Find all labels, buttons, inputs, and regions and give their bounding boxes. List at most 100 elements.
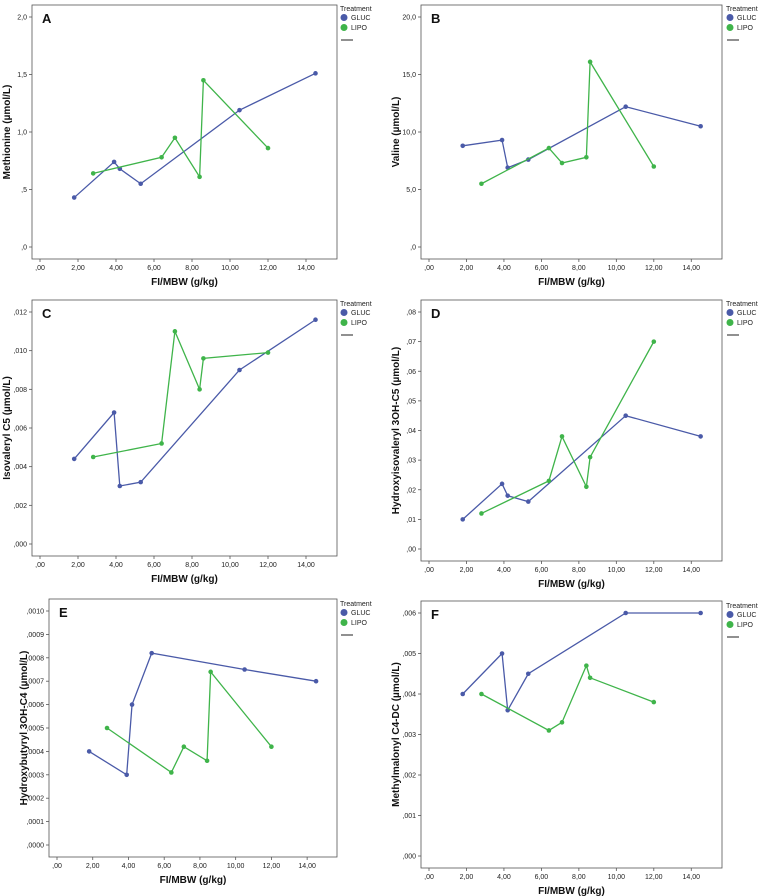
panel-label: F [431,607,439,622]
x-tick-label: 10,00 [221,265,239,272]
x-tick-label: 12,00 [645,265,663,272]
data-point-lipo [169,770,174,775]
x-tick-label: 2,00 [71,562,85,569]
x-tick-label: 4,00 [122,863,136,870]
panel-label: B [431,11,440,26]
x-tick-label: 6,00 [535,265,549,272]
x-tick-label: 14,00 [683,567,701,574]
series-line-lipo [93,78,269,179]
data-point-lipo [208,669,213,675]
y-tick-label: 1,5 [17,72,27,79]
legend-entry-lipo: LIPO [737,622,754,629]
x-axis-label: FI/MBW (g/kg) [160,875,227,886]
data-point-lipo [269,744,274,750]
data-point-gluc [129,702,135,707]
y-tick-label: ,010 [13,348,27,355]
data-point-lipo [201,356,206,361]
y-axis-label: Methylmalonyl C4-DC (µmol/L) [391,662,402,807]
y-tick-label: 20,0 [402,15,416,22]
data-point-gluc [698,123,703,129]
y-axis-label: Methionine (µmol/L) [2,85,13,180]
y-tick-label: ,004 [402,692,416,699]
data-point-gluc [623,104,628,109]
legend-entry-gluc: GLUC [737,612,756,619]
series-line-lipo [481,663,655,732]
panel-label: A [42,11,52,26]
legend: Treatment GLUC LIPO [726,6,758,41]
y-tick-label: ,05 [406,398,416,405]
data-point-gluc [242,667,247,672]
x-tick-label: 2,00 [86,863,100,870]
legend-entry-lipo: LIPO [737,25,754,32]
legend-marker-lipo [340,319,348,326]
y-tick-label: ,0000 [26,843,44,850]
y-tick-label: ,000 [402,854,416,861]
x-tick-label: 8,00 [572,874,586,881]
y-tick-label: ,01 [406,517,416,524]
legend: Treatment GLUC LIPO [340,301,372,336]
data-point-lipo [479,511,484,516]
data-point-lipo [204,758,210,764]
y-tick-label: 2,0 [17,15,27,22]
x-tick-label: ,00 [35,265,45,272]
legend-entry-gluc: GLUC [351,610,370,617]
x-tick-label: 8,00 [193,863,207,870]
y-tick-label: ,001 [402,813,416,820]
data-point-gluc [237,367,242,373]
x-tick-label: 14,00 [297,562,315,569]
y-tick-label: ,0004 [26,749,44,756]
legend-entry-gluc: GLUC [351,310,370,317]
y-tick-label: ,012 [13,310,27,317]
data-point-gluc [499,481,505,487]
legend-title: Treatment [726,603,758,610]
x-tick-label: 6,00 [147,265,161,272]
x-tick-label: 8,00 [572,265,586,272]
x-tick-label: 12,00 [263,863,281,870]
chart-panel-c: C ,000 ,002 ,004 ,006 ,008 ,010 ,012 ,00 2,00 4,00… [2,299,372,585]
x-tick-label: 2,00 [71,265,85,272]
legend: Treatment GLUC LIPO [726,603,758,638]
legend-marker-lipo [340,24,348,31]
x-tick-label: 6,00 [147,562,161,569]
legend: Treatment GLUC LIPO [340,601,372,636]
y-tick-label: 1,0 [17,130,27,137]
chart-panel-f: F,000,001,002,003,004,005,006,00 2,00 4,00… [391,600,758,896]
x-tick-label: ,00 [35,562,45,569]
y-tick-label: ,0007 [26,679,44,686]
legend-title: Treatment [340,301,372,308]
data-point-gluc [525,499,531,504]
series-line-lipo [481,341,655,515]
data-point-gluc [138,479,143,485]
data-point-gluc [698,434,703,439]
x-axis-label: FI/MBW (g/kg) [151,574,218,585]
y-tick-label: ,000 [13,542,27,549]
y-tick-label: ,0003 [26,772,44,779]
plot-frame [48,598,338,858]
x-tick-label: 8,00 [185,562,199,569]
legend-marker-gluc [726,611,734,618]
legend-marker-lipo [726,319,734,326]
y-tick-label: ,04 [406,428,416,435]
data-point-gluc [623,413,628,418]
x-tick-label: 10,00 [608,567,626,574]
legend-title: Treatment [726,6,758,13]
legend: Treatment GLUC LIPO [340,6,372,41]
y-tick-label: ,006 [402,611,416,618]
y-tick-label: ,02 [406,487,416,494]
data-point-lipo [90,454,96,460]
data-point-gluc [698,610,703,616]
legend-title: Treatment [340,6,372,13]
x-tick-label: 10,00 [227,863,245,870]
x-axis-label: FI/MBW (g/kg) [538,886,605,896]
data-point-lipo [559,160,565,166]
x-tick-label: 4,00 [497,874,511,881]
data-point-lipo [479,691,484,697]
x-tick-label: 12,00 [645,874,663,881]
x-tick-label: 4,00 [497,567,511,574]
x-tick-label: ,00 [424,265,434,272]
data-point-lipo [201,77,206,83]
series-line-lipo [106,670,272,774]
data-point-gluc [623,610,628,616]
data-point-lipo [587,675,593,681]
y-tick-label: ,00 [406,547,416,554]
